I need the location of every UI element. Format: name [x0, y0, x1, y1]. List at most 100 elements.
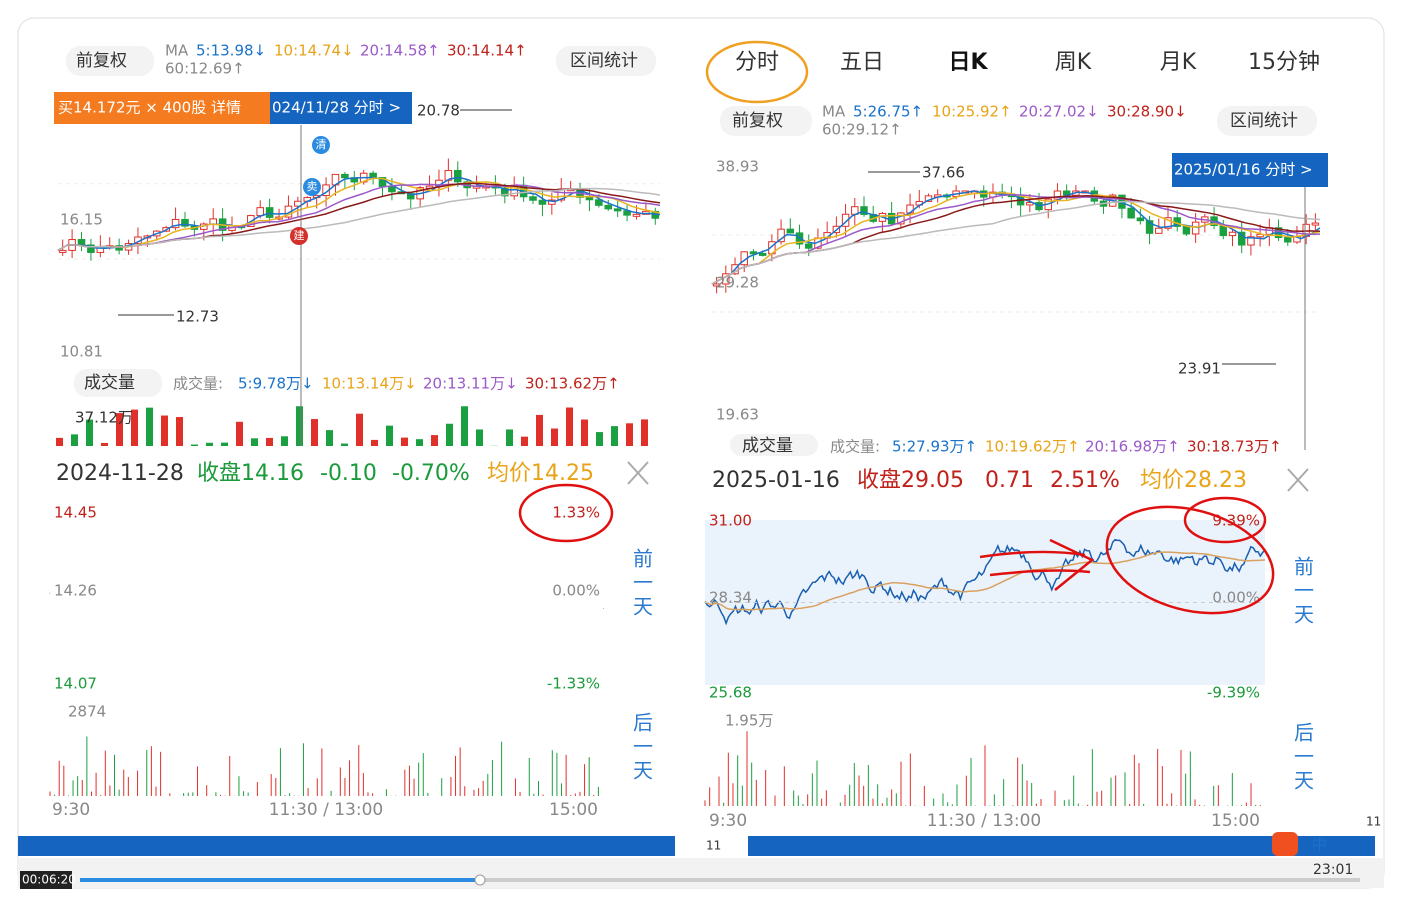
button[interactable]: [730, 434, 818, 456]
candle: [749, 251, 758, 255]
candle: [388, 186, 396, 193]
volume-bar: [56, 437, 63, 446]
vol-max: 2874: [68, 703, 106, 721]
price-mid: 14.26: [54, 582, 97, 600]
change: -0.10: [320, 461, 377, 486]
vol30: 30:18.73万↑: [1187, 438, 1282, 456]
vol10: 10:13.14万↓: [322, 375, 417, 393]
volume-bar: [221, 442, 228, 446]
next-day[interactable]: 后一天: [630, 712, 654, 784]
date-tag-text[interactable]: 024/11/28 分时 >: [272, 99, 401, 117]
candle: [786, 228, 795, 234]
tab[interactable]: 分时: [735, 50, 779, 75]
candle: [256, 207, 265, 217]
ma-line: [57, 176, 661, 252]
candle: [77, 239, 86, 246]
candle: [805, 243, 813, 249]
tab[interactable]: 15分钟: [1248, 50, 1320, 75]
stats[interactable]: 区间统计: [1230, 111, 1298, 131]
button[interactable]: [74, 369, 162, 397]
volume-bar: [416, 439, 423, 446]
volume-bar: [401, 437, 408, 446]
close-button[interactable]: [1287, 468, 1309, 492]
button[interactable]: [720, 106, 812, 136]
tab[interactable]: 日K: [948, 50, 988, 75]
axis-label: 38.93: [716, 158, 759, 176]
prev-day[interactable]: 前一天: [630, 548, 654, 620]
order-banner[interactable]: [54, 92, 270, 124]
order-text[interactable]: 买14.172元 × 400股 详情: [58, 99, 241, 117]
candle: [1155, 227, 1163, 234]
stats[interactable]: 区间统计: [570, 51, 638, 71]
button[interactable]: [66, 46, 154, 76]
candle: [585, 196, 594, 201]
volume-bar: [161, 415, 168, 446]
annotation: [518, 483, 614, 543]
volume-bar: [506, 429, 513, 446]
ma-line: [711, 193, 1321, 285]
marker-text: 卖: [307, 180, 318, 193]
high-label: 20.78: [417, 102, 460, 120]
volume-bar: [611, 426, 618, 446]
volume-bar: [116, 413, 123, 446]
candle: [758, 252, 767, 256]
candle: [897, 212, 905, 225]
candle: [87, 244, 95, 253]
marker-text: 建: [294, 228, 305, 242]
ma-line: [57, 177, 661, 252]
volume-bar: [191, 444, 198, 446]
button[interactable]: [556, 46, 656, 76]
next-day[interactable]: 后一天: [1291, 722, 1315, 794]
close: 收盘29.05: [857, 468, 964, 493]
adjust[interactable]: 前复权: [732, 111, 783, 131]
progress-track[interactable]: [480, 878, 1360, 882]
tab[interactable]: 周K: [1055, 50, 1092, 75]
adjust[interactable]: 前复权: [76, 51, 127, 71]
taskbar: [18, 858, 1384, 888]
ma20: 20:27.02↓: [1019, 103, 1099, 121]
close: 收盘14.16: [197, 461, 304, 486]
candle: [1311, 222, 1320, 226]
volume-bar: [566, 407, 573, 446]
date-tag-text[interactable]: 2025/01/16 分时 >: [1174, 161, 1313, 179]
date-tag[interactable]: [1172, 153, 1328, 187]
price-high: 31.00: [709, 512, 752, 530]
button[interactable]: [1217, 106, 1317, 136]
volume-bar: [326, 430, 333, 446]
candle: [1136, 217, 1145, 222]
ma-line: [57, 187, 661, 252]
avg: 均价14.25: [487, 461, 594, 486]
candle: [604, 204, 613, 210]
clock: 23:01: [1313, 862, 1353, 878]
avg-line: [704, 551, 1266, 611]
ma60: 60:12.69↑: [165, 60, 245, 78]
time: 11:30 / 13:00: [927, 811, 1042, 831]
ma30: 30:28.90↓: [1107, 103, 1187, 121]
volume-label[interactable]: 成交量: [84, 373, 135, 393]
prev-day[interactable]: 前一天: [1291, 556, 1315, 628]
pct-mid: 0.00%: [552, 582, 600, 600]
ma30: 30:14.14↑: [447, 42, 527, 60]
close-button[interactable]: [627, 461, 649, 485]
volume-bar: [206, 442, 213, 446]
progress[interactable]: [80, 878, 480, 882]
candle: [209, 218, 217, 225]
tab[interactable]: 月K: [1160, 50, 1197, 75]
tab[interactable]: 五日: [840, 50, 884, 75]
candle: [1026, 202, 1034, 206]
volume-bar: [251, 438, 258, 446]
ime-icon[interactable]: [1272, 832, 1298, 856]
progress-knob[interactable]: [474, 874, 486, 886]
candle: [171, 218, 180, 229]
candle: [1284, 237, 1292, 243]
volume-bar: [296, 406, 303, 446]
volume-label[interactable]: 成交量: [742, 436, 793, 456]
pct: 2.51%: [1050, 468, 1120, 493]
date-tag[interactable]: [270, 92, 412, 124]
volume-bar: [641, 419, 648, 446]
volume-bar: [71, 434, 78, 446]
marker: [290, 227, 308, 245]
candle: [860, 206, 868, 215]
ime[interactable]: 中: [1312, 836, 1327, 854]
volume-bar: [461, 406, 468, 446]
